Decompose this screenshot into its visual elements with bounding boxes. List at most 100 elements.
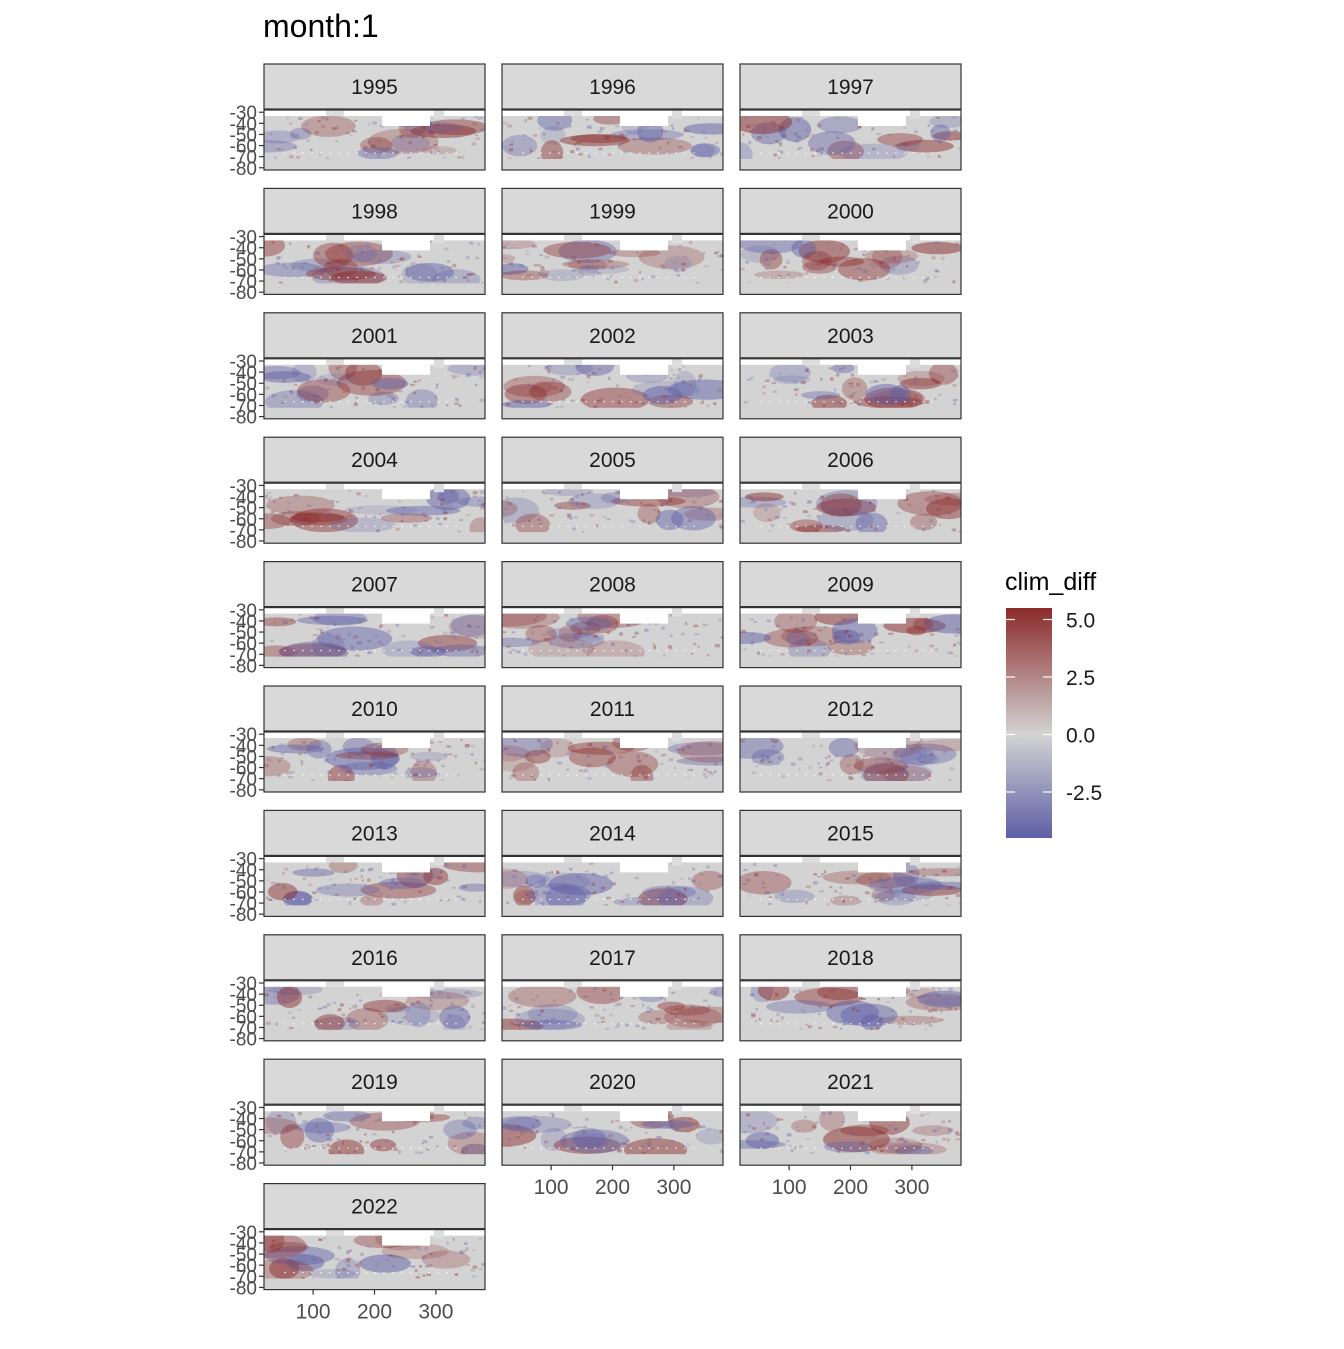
anomaly-patch: [929, 114, 961, 129]
anomaly-speckle: [810, 1152, 815, 1154]
anomaly-patch: [877, 133, 924, 147]
anomaly-speckle: [616, 491, 622, 495]
anomaly-speckle: [780, 653, 785, 656]
y-tick-label: -40: [230, 114, 257, 135]
anomaly-patch: [369, 1138, 397, 1152]
anomaly-patch: [873, 390, 922, 405]
anomaly-patch: [264, 262, 327, 278]
anomaly-speckle: [704, 775, 708, 779]
anomaly-speckle: [621, 1142, 627, 1145]
anomaly-speckle: [555, 406, 560, 409]
land-mask: [740, 980, 961, 987]
anomaly-speckle: [475, 383, 478, 387]
anomaly-speckle: [681, 380, 686, 384]
panel-border: [501, 358, 724, 420]
anomaly-patch: [740, 870, 792, 895]
anomaly-speckle: [949, 767, 954, 770]
panel-border: [739, 233, 962, 295]
anomaly-speckle: [531, 998, 536, 1001]
anomaly-speckle: [421, 135, 425, 139]
anomaly-speckle: [807, 253, 812, 256]
anomaly-patch: [691, 870, 723, 891]
antarctica-mask: [740, 1029, 961, 1041]
anomaly-speckle: [461, 1149, 465, 1153]
anomaly-speckle: [602, 266, 605, 270]
anomaly-patch: [912, 617, 934, 631]
anomaly-speckle: [910, 779, 914, 782]
anomaly-speckle: [651, 777, 655, 781]
anomaly-patch: [312, 242, 354, 268]
anomaly-speckle: [761, 886, 766, 889]
anomaly-speckle: [718, 618, 722, 622]
anomaly-patch: [290, 512, 345, 523]
anomaly-speckle: [851, 392, 856, 395]
anomaly-speckle: [382, 384, 386, 387]
anomaly-patch: [642, 885, 696, 899]
anomaly-speckle: [719, 1129, 723, 1134]
anomaly-speckle: [720, 152, 723, 156]
anomaly-speckle: [676, 274, 680, 277]
anomaly-speckle: [367, 640, 372, 643]
anomaly-speckle: [602, 515, 607, 519]
anomaly-speckle: [602, 745, 608, 748]
anomaly-patch: [502, 745, 530, 762]
anomaly-speckle: [803, 1116, 807, 1118]
anomaly-speckle: [399, 135, 404, 139]
anomaly-speckle: [449, 631, 452, 634]
anomaly-speckle: [790, 762, 796, 766]
anomaly-speckle: [937, 155, 941, 158]
anomaly-speckle: [948, 1127, 951, 1131]
anomaly-speckle: [858, 279, 864, 282]
anomaly-speckle: [584, 627, 588, 630]
anomaly-speckle: [764, 267, 769, 270]
anomaly-patch: [448, 614, 485, 639]
anomaly-patch: [663, 1004, 711, 1016]
anomaly-speckle: [287, 1011, 292, 1014]
anomaly-speckle: [796, 117, 801, 122]
anomaly-speckle: [824, 131, 829, 135]
y-tick-label: -70: [230, 272, 257, 293]
anomaly-speckle: [659, 762, 664, 765]
anomaly-speckle: [952, 280, 956, 284]
y-tick-label: -60: [230, 759, 257, 780]
anomaly-speckle: [465, 990, 471, 993]
anomaly-speckle: [607, 153, 612, 157]
anomaly-speckle: [417, 379, 422, 382]
land-mask: [802, 358, 820, 365]
anomaly-speckle: [597, 368, 602, 371]
anomaly-patch: [266, 744, 325, 754]
anomaly-speckle: [871, 646, 875, 649]
anomaly-speckle: [391, 902, 397, 907]
anomaly-speckle: [750, 993, 755, 996]
anomaly-speckle: [379, 124, 385, 128]
y-tick-label: -30: [230, 725, 257, 746]
anomaly-speckle: [704, 265, 709, 267]
facet-strip-label: 2015: [827, 822, 874, 845]
facet-strip: [501, 560, 724, 608]
anomaly-patch: [344, 505, 418, 515]
anomaly-speckle: [842, 899, 846, 903]
facet-strip-label: 2005: [589, 449, 636, 472]
anomaly-patch: [502, 1116, 572, 1133]
anomaly-speckle: [473, 366, 477, 370]
panel-border: [739, 606, 962, 669]
anomaly-patch: [269, 1257, 300, 1280]
anomaly-speckle: [837, 636, 842, 639]
anomaly-speckle: [336, 1268, 340, 1271]
anomaly-speckle: [834, 261, 838, 265]
anomaly-speckle: [364, 152, 369, 156]
facet-strip-label: 2001: [351, 325, 398, 348]
anomaly-speckle: [848, 382, 854, 385]
y-tick-label: -50: [230, 996, 257, 1017]
anomaly-speckle: [820, 495, 825, 500]
anomaly-speckle: [437, 990, 443, 995]
anomaly-speckle: [445, 878, 450, 882]
anomaly-patch: [456, 496, 485, 508]
y-tick-label: -70: [230, 645, 257, 666]
anomaly-speckle: [461, 117, 465, 120]
anomaly-speckle: [337, 260, 341, 263]
anomaly-speckle: [678, 244, 682, 248]
anomaly-patch: [871, 245, 903, 269]
anomaly-speckle: [569, 868, 573, 871]
land-mask: [564, 110, 582, 116]
